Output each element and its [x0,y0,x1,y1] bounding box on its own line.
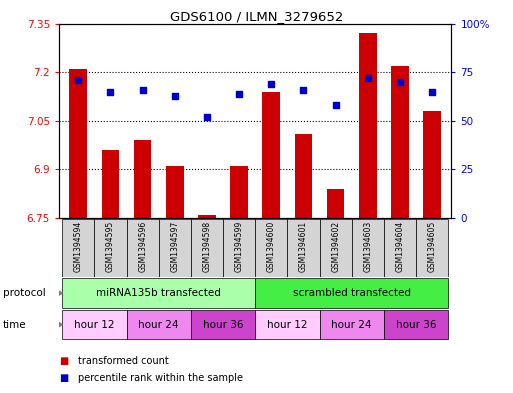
Bar [134,140,151,218]
Point [300,86,308,93]
Text: GDS6100 / ILMN_3279652: GDS6100 / ILMN_3279652 [170,10,343,23]
Bar [69,69,87,218]
Bar [223,219,255,277]
Point [267,81,275,87]
Bar [198,215,216,218]
Text: GSM1394602: GSM1394602 [331,221,340,272]
Bar [255,310,320,339]
Point [364,75,372,81]
Text: GSM1394594: GSM1394594 [74,221,83,272]
Bar [384,219,416,277]
Text: GSM1394603: GSM1394603 [363,221,372,272]
Text: hour 36: hour 36 [203,320,243,330]
Text: GSM1394601: GSM1394601 [299,221,308,272]
Polygon shape [48,284,62,302]
Bar [255,219,287,277]
Bar [391,66,409,218]
Text: hour 24: hour 24 [139,320,179,330]
Point [139,86,147,93]
Polygon shape [48,316,62,334]
Bar [359,33,377,218]
Text: ■: ■ [59,356,68,366]
Point [235,90,243,97]
Bar [255,279,448,308]
Text: GSM1394599: GSM1394599 [234,221,244,272]
Point [331,102,340,108]
Point [74,77,83,83]
Bar [191,310,255,339]
Bar [352,219,384,277]
Bar [62,279,255,308]
Bar [94,219,127,277]
Bar [263,92,280,218]
Text: GSM1394595: GSM1394595 [106,221,115,272]
Text: hour 12: hour 12 [74,320,114,330]
Bar [191,219,223,277]
Bar [416,219,448,277]
Bar [127,310,191,339]
Bar [384,310,448,339]
Text: GSM1394605: GSM1394605 [428,221,437,272]
Text: protocol: protocol [3,288,45,298]
Text: hour 12: hour 12 [267,320,308,330]
Text: miRNA135b transfected: miRNA135b transfected [96,288,221,298]
Bar [320,219,352,277]
Text: GSM1394604: GSM1394604 [396,221,404,272]
Point [428,88,436,95]
Text: hour 24: hour 24 [331,320,372,330]
Bar [159,219,191,277]
Bar [230,166,248,218]
Bar [327,189,345,218]
Text: hour 36: hour 36 [396,320,436,330]
Point [171,92,179,99]
Text: GSM1394598: GSM1394598 [203,221,211,272]
Bar [62,219,94,277]
Bar [62,310,127,339]
Bar [287,219,320,277]
Text: GSM1394596: GSM1394596 [138,221,147,272]
Text: time: time [3,320,26,330]
Point [106,88,114,95]
Bar [166,166,184,218]
Bar [127,219,159,277]
Bar [423,111,441,218]
Text: percentile rank within the sample: percentile rank within the sample [78,373,244,383]
Text: transformed count: transformed count [78,356,169,366]
Point [396,79,404,85]
Bar [320,310,384,339]
Text: scrambled transfected: scrambled transfected [293,288,411,298]
Point [203,114,211,120]
Text: GSM1394597: GSM1394597 [170,221,180,272]
Text: ■: ■ [59,373,68,383]
Text: GSM1394600: GSM1394600 [267,221,276,272]
Bar [102,150,120,218]
Bar [294,134,312,218]
